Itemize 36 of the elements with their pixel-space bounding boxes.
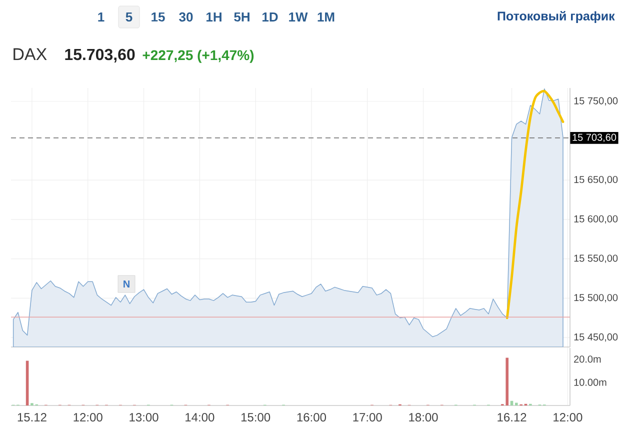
- text: 1D: [262, 12, 278, 22]
- text: 5H: [234, 12, 250, 22]
- text: 30: [179, 12, 193, 22]
- x-tick-label: 16.12: [498, 413, 526, 422]
- y-tick-label: 15 650,00: [574, 176, 618, 184]
- chart-title: DAX: [14, 48, 47, 60]
- text: 15.703,60: [65, 48, 135, 62]
- text: Потоковый график: [498, 11, 615, 23]
- x-tick-label: 16:00: [297, 413, 326, 422]
- x-tick-label: 12:00: [74, 413, 102, 422]
- y-tick-label: 15 750,00: [574, 97, 618, 106]
- x-tick-label: 18:00: [409, 413, 438, 422]
- bar: [515, 402, 518, 406]
- y-tick-label: 15 500,00: [574, 294, 618, 302]
- y-tick-label: 15 550,00: [574, 254, 618, 263]
- x-tick-label: 12:00: [554, 413, 582, 422]
- text: 5: [126, 12, 132, 22]
- text: 15: [152, 12, 165, 22]
- text: 1: [98, 12, 104, 22]
- y-tick-label: 10.00m: [574, 378, 606, 386]
- x-tick-label: 17:00: [353, 413, 382, 422]
- y-tick-label: 20.0m: [574, 356, 601, 363]
- text: 1W: [289, 12, 308, 22]
- bar: [506, 358, 509, 406]
- line-series: [506, 90, 564, 320]
- x-tick-label: 13:00: [130, 413, 158, 422]
- text: +227,25 (+1,47%): [142, 50, 254, 63]
- x-tick-label: 15.12: [18, 413, 46, 422]
- ref-line-label: 15 703,60: [572, 134, 616, 142]
- x-tick-label: 14:00: [186, 413, 214, 422]
- text: 1M: [318, 12, 334, 22]
- y-tick-label: 15 450,00: [574, 333, 618, 342]
- text: 1H: [206, 12, 222, 22]
- y-tick-label: 15 600,00: [574, 215, 618, 224]
- annotation: N: [124, 280, 130, 288]
- x-tick-label: 15:00: [241, 413, 270, 422]
